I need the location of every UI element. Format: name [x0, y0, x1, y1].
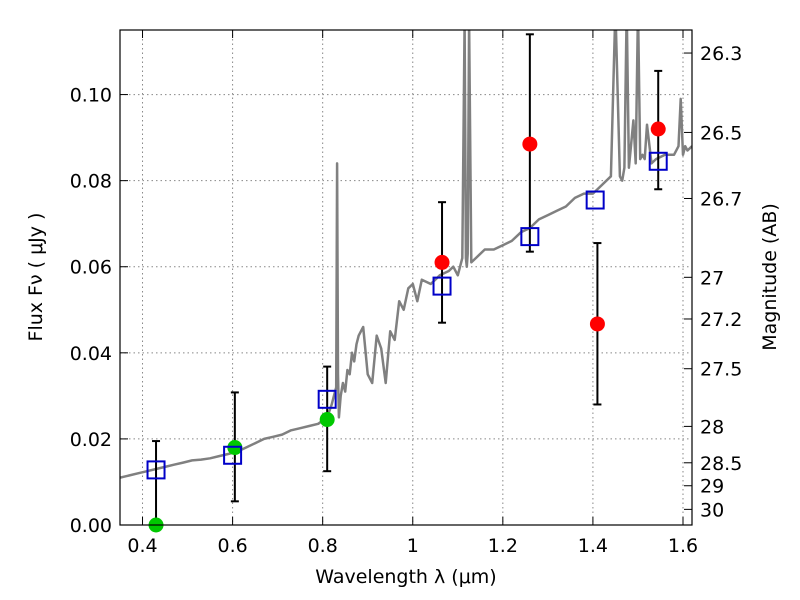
mag-tick-label: 27 — [700, 267, 724, 289]
mag-tick-label: 27.2 — [700, 309, 742, 331]
grid — [120, 30, 692, 526]
model-band-square — [317, 389, 337, 409]
mag-tick-label: 29 — [700, 476, 724, 498]
observed-ir-point — [522, 136, 538, 152]
observed-ir-point — [650, 121, 666, 137]
observed-ir-point — [589, 316, 605, 332]
y-tick-label: 0.08 — [70, 171, 112, 193]
model-band-square — [432, 276, 452, 296]
mag-tick-label: 26.7 — [700, 188, 742, 210]
model-band-square — [146, 460, 166, 480]
x-tick-label: 0.4 — [127, 535, 157, 557]
model-band-square — [648, 151, 668, 171]
y-tick-label: 0.00 — [70, 515, 112, 537]
y-tick-label: 0.04 — [70, 343, 112, 365]
observed-optical-point — [319, 412, 335, 428]
x-tick-label: 1 — [407, 535, 419, 557]
model-spectrum-line — [120, 30, 692, 479]
x-tick-label: 0.6 — [217, 535, 247, 557]
y-tick-label: 0.02 — [70, 429, 112, 451]
markers — [146, 33, 668, 533]
plot-frame — [119, 29, 693, 526]
axes: 0.4 0.6 0.8 1 1.2 1.4 1.6 0.00 0.02 0.04 0.06 0.08 0… — [70, 30, 742, 557]
model-band-square — [223, 445, 243, 465]
y-right-axis-title: Magnitude (AB) — [759, 203, 781, 351]
y-tick-label: 0.10 — [70, 85, 112, 107]
mag-tick-label: 26.3 — [700, 43, 742, 65]
mag-tick-label: 27.5 — [700, 359, 742, 381]
x-axis-title: Wavelength λ (μm) — [315, 566, 496, 588]
x-tick-label: 1.6 — [668, 535, 698, 557]
x-tick-label: 1.2 — [488, 535, 518, 557]
mag-tick-label: 30 — [700, 499, 724, 521]
observed-ir-point — [434, 254, 450, 270]
model-band-square — [585, 190, 605, 210]
y-axis-title: Flux Fν ( μJy ) — [25, 213, 47, 342]
plot-area — [120, 30, 692, 479]
x-tick-label: 1.4 — [578, 535, 608, 557]
mag-tick-label: 28.5 — [700, 453, 742, 475]
mag-tick-label: 26.5 — [700, 122, 742, 144]
mag-tick-label: 28 — [700, 416, 724, 438]
x-tick-label: 0.8 — [308, 535, 338, 557]
model-band-square — [520, 227, 540, 247]
y-tick-label: 0.06 — [70, 257, 112, 279]
